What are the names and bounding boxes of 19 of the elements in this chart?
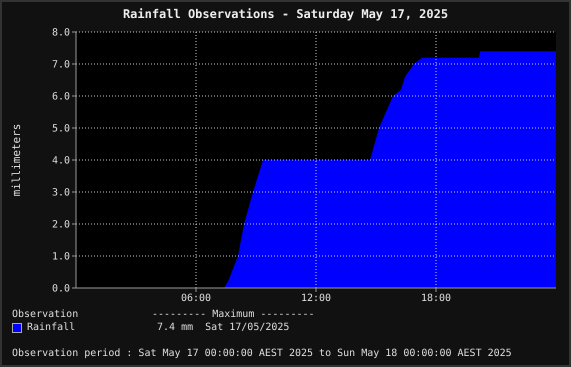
y-tick-label: 0.0 [52,284,70,295]
legend-label: Rainfall [27,321,76,334]
y-tick-label: 8.0 [52,28,70,39]
x-tick-label: 06:00 [180,293,212,304]
x-tick-label: 18:00 [420,293,452,304]
text: --------- Maximum --------- [152,308,315,321]
text: 7.4 mm Sat 17/05/2025 [157,321,290,334]
y-tick-label: 6.0 [52,92,70,103]
y-tick-label: 5.0 [52,124,70,135]
text: Observation [12,308,78,321]
y-tick-label: 1.0 [52,252,70,263]
y-tick-label: 2.0 [52,220,70,231]
x-tick-label: 12:00 [300,293,332,304]
y-tick-label: 7.0 [52,60,70,71]
y-axis-title: millimeters [10,124,23,196]
y-tick-label: 3.0 [52,188,70,199]
text: Observation period : Sat May 17 00:00:00 AEST 2025 to Sun May 18 00:00:00 AEST 2025 [12,347,512,360]
y-tick-label: 4.0 [52,156,70,167]
chart-title: Rainfall Observations - Saturday May 17, 2025 [122,7,450,21]
